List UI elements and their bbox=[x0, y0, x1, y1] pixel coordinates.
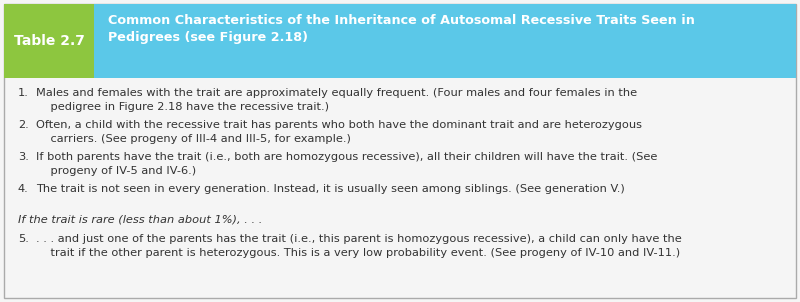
Text: 1.: 1. bbox=[18, 88, 29, 98]
Text: The trait is not seen in every generation. Instead, it is usually seen among sib: The trait is not seen in every generatio… bbox=[36, 184, 625, 194]
Text: 5.: 5. bbox=[18, 234, 29, 244]
Bar bbox=[94, 4, 796, 78]
Text: Males and females with the trait are approximately equally frequent. (Four males: Males and females with the trait are app… bbox=[36, 88, 637, 112]
Text: 3.: 3. bbox=[18, 152, 29, 162]
Text: Common Characteristics of the Inheritance of Autosomal Recessive Traits Seen in
: Common Characteristics of the Inheritanc… bbox=[108, 14, 695, 44]
Text: 4.: 4. bbox=[18, 184, 29, 194]
Text: . . . and just one of the parents has the trait (i.e., this parent is homozygous: . . . and just one of the parents has th… bbox=[36, 234, 682, 258]
Text: If both parents have the trait (i.e., both are homozygous recessive), all their : If both parents have the trait (i.e., bo… bbox=[36, 152, 658, 175]
Text: If the trait is rare (less than about 1%), . . .: If the trait is rare (less than about 1%… bbox=[18, 214, 262, 224]
Text: Table 2.7: Table 2.7 bbox=[14, 34, 85, 48]
Text: 2.: 2. bbox=[18, 120, 29, 130]
Text: Often, a child with the recessive trait has parents who both have the dominant t: Often, a child with the recessive trait … bbox=[36, 120, 642, 143]
Bar bbox=[4, 4, 94, 78]
